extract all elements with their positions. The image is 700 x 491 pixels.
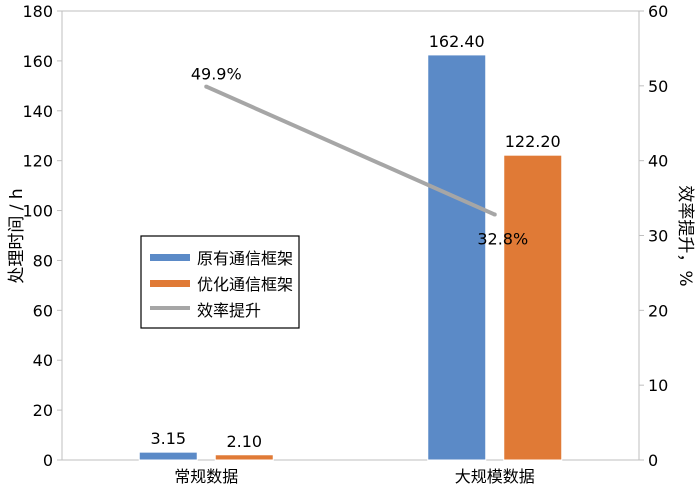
left-tick-label: 60: [33, 301, 53, 320]
bar: [214, 454, 274, 461]
left-tick-label: 40: [33, 351, 53, 370]
left-tick-label: 140: [22, 102, 53, 121]
legend-swatch-series-1: [150, 254, 190, 261]
legend-swatch-series-2: [150, 280, 190, 287]
left-tick-label: 100: [22, 202, 53, 221]
line-data-label: 32.8%: [477, 230, 528, 249]
line-data-label: 49.9%: [191, 65, 242, 84]
left-tick-label: 180: [22, 2, 53, 21]
line-point: [492, 212, 497, 217]
left-tick-label: 160: [22, 52, 53, 71]
right-axis: 0 10 20 30 40 50 60: [639, 2, 668, 470]
left-tick-label: 80: [33, 251, 53, 270]
right-tick-label: 60: [648, 2, 668, 21]
bar-data-label: 122.20: [505, 132, 561, 151]
bar-data-label: 162.40: [429, 32, 485, 51]
right-tick-label: 10: [648, 376, 668, 395]
line-path: [205, 84, 496, 217]
line-series: 49.9% 32.8%: [191, 65, 528, 249]
legend-label-series-2: 优化通信框架: [197, 275, 293, 294]
bar-data-label: 2.10: [226, 432, 262, 451]
right-tick-label: 40: [648, 152, 668, 171]
right-axis-title: 效率提升，%: [675, 185, 695, 286]
line-point: [204, 84, 209, 89]
right-tick-label: 0: [648, 451, 658, 470]
right-tick-label: 50: [648, 77, 668, 96]
category-axis: 常规数据 大规模数据: [174, 467, 535, 486]
bar: [138, 451, 198, 461]
right-tick-label: 30: [648, 227, 668, 246]
bar-data-label: 3.15: [150, 429, 186, 448]
left-tick-label: 120: [22, 152, 53, 171]
legend-label-series-1: 原有通信框架: [197, 249, 293, 268]
left-axis: 0 20 40 60 80 100 120 140 160 180: [22, 2, 62, 470]
category-label: 常规数据: [174, 467, 238, 486]
right-tick-label: 20: [648, 301, 668, 320]
legend-label-line: 效率提升: [197, 301, 261, 320]
left-axis-title: 处理时间 / h: [7, 188, 27, 283]
bar: [427, 54, 487, 461]
legend-swatch-line: [150, 306, 190, 310]
legend: 原有通信框架 优化通信框架 效率提升: [140, 235, 300, 329]
left-tick-label: 20: [33, 401, 53, 420]
left-tick-label: 0: [43, 451, 53, 470]
category-label: 大规模数据: [455, 467, 535, 486]
bar-series: 3.15 2.10 162.40 122.20: [138, 32, 563, 461]
bar: [503, 154, 563, 461]
